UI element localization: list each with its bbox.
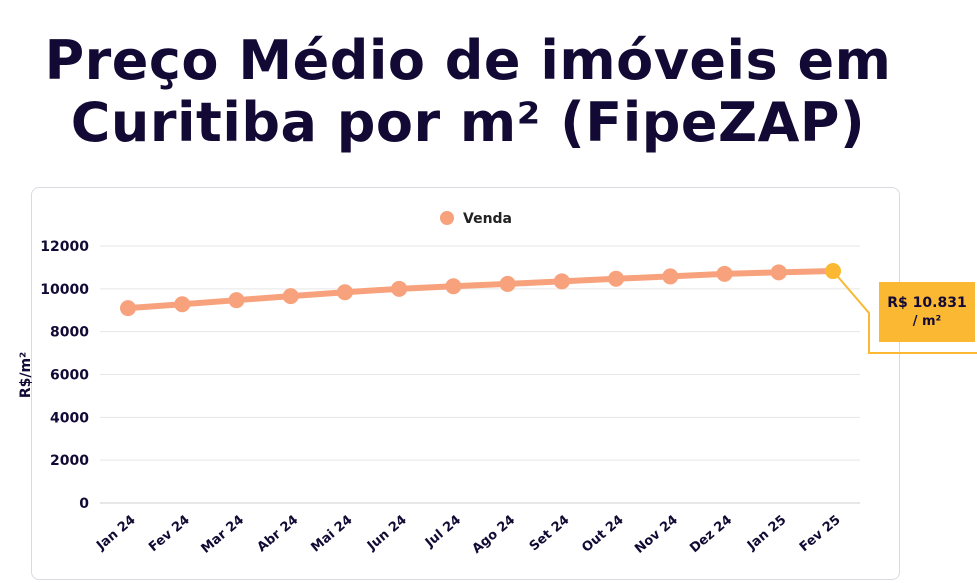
data-point-4 — [336, 284, 353, 301]
data-point-10 — [662, 268, 679, 285]
data-point-3 — [282, 288, 299, 305]
x-tick-label-11: Dez 24 — [687, 513, 735, 556]
data-point-12 — [770, 264, 787, 281]
legend-marker-venda — [440, 211, 454, 225]
y-tick-label-0: 0 — [79, 496, 89, 512]
series-line-venda — [125, 268, 836, 312]
x-tick-label-8: Set 24 — [527, 513, 573, 555]
x-tick-label-0: Jan 24 — [93, 513, 138, 554]
data-point-11 — [716, 265, 733, 282]
x-axis-ticks: Jan 24 Fev 24 Mar 24 Abr 24 Mai 24 Jun 24 Jul … — [93, 513, 843, 557]
callout-connector — [832, 270, 977, 354]
chart-card — [31, 187, 900, 580]
x-tick-label-7: Ago 24 — [470, 513, 519, 557]
x-tick-label-3: Abr 24 — [255, 513, 302, 556]
legend-label-venda: Venda — [463, 211, 512, 227]
y-tick-label-6000: 6000 — [50, 368, 89, 384]
x-tick-label-2: Mar 24 — [199, 513, 248, 557]
x-tick-label-12: Jan 25 — [744, 513, 789, 554]
data-point-8 — [553, 273, 570, 290]
y-axis-ticks: 0 2000 4000 6000 8000 10000 12000 — [40, 239, 89, 512]
y-tick-label-4000: 4000 — [50, 410, 89, 426]
data-point-5 — [391, 280, 408, 297]
y-tick-label-8000: 8000 — [50, 325, 89, 341]
x-tick-label-13: Fev 25 — [797, 513, 844, 556]
y-tick-label-12000: 12000 — [40, 239, 89, 255]
y-tick-label-2000: 2000 — [50, 453, 89, 469]
data-point-6 — [445, 278, 462, 295]
gridlines — [100, 245, 860, 504]
callout-value: R$ 10.831 — [887, 294, 967, 311]
callout-unit: / m² — [912, 313, 942, 329]
latest-value-callout: R$ 10.831 / m² — [879, 282, 975, 342]
x-tick-label-1: Fev 24 — [146, 513, 193, 556]
data-point-1 — [174, 296, 191, 313]
y-tick-label-10000: 10000 — [40, 282, 89, 298]
chart-title: Preço Médio de imóveis em Curitiba por m… — [0, 30, 936, 154]
x-tick-label-10: Nov 24 — [632, 513, 681, 557]
chart-title-line-1: Preço Médio de imóveis em — [44, 29, 892, 92]
data-point-9 — [608, 270, 625, 287]
x-tick-label-9: Out 24 — [579, 513, 626, 556]
x-tick-label-6: Jul 24 — [422, 513, 464, 552]
data-point-7 — [499, 275, 516, 292]
data-point-13 — [825, 263, 841, 280]
chart-title-line-2: Curitiba por m² (FipeZAP) — [70, 91, 866, 154]
legend[interactable]: Venda — [440, 211, 512, 227]
y-axis-label: R$/m² — [18, 352, 34, 398]
x-tick-label-4: Mai 24 — [308, 513, 355, 556]
series-venda — [120, 263, 841, 317]
data-point-0 — [120, 300, 136, 317]
data-point-2 — [228, 292, 245, 309]
x-tick-label-5: Jun 24 — [364, 513, 410, 555]
